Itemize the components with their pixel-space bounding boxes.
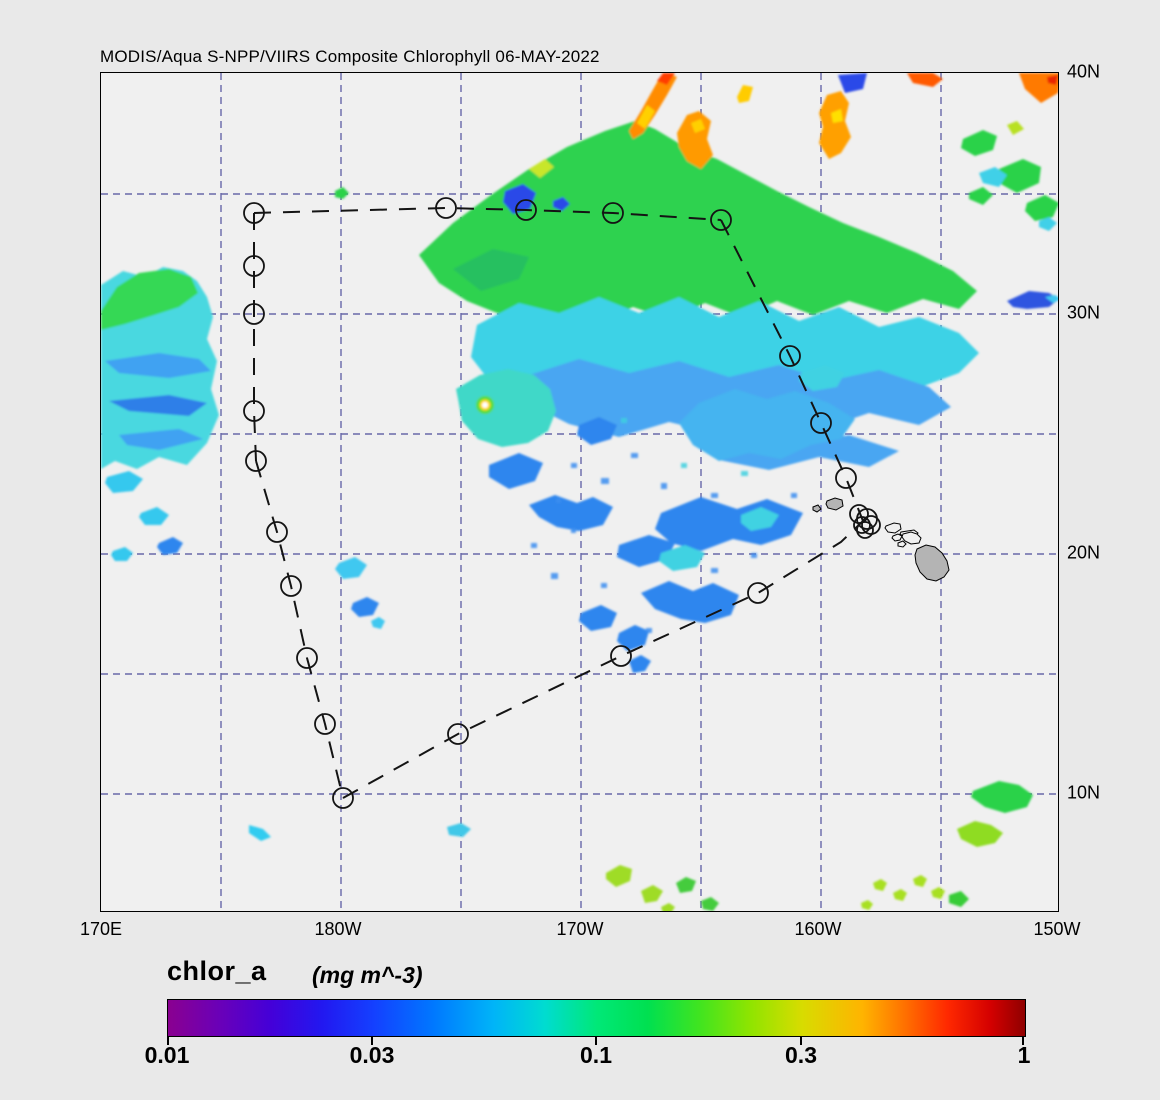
lat-label-40n: 40N — [1067, 61, 1101, 82]
track-waypoint-marker — [435, 197, 457, 219]
track-waypoint-marker — [853, 516, 871, 534]
map-plot-area — [100, 72, 1059, 912]
lon-label-150w: 150W — [1033, 919, 1081, 939]
lon-label-170e: 170E — [79, 919, 123, 939]
colorbar-gradient — [167, 999, 1026, 1037]
colorbar-tick — [1022, 1036, 1024, 1045]
track-waypoint-marker — [314, 713, 336, 735]
lon-label-160w: 160W — [794, 919, 842, 939]
hawaiian-islands — [812, 497, 950, 582]
colorbar-tick-label: 0.01 — [144, 1042, 190, 1068]
cruise-track — [243, 197, 881, 809]
lat-label-20n: 20N — [1067, 542, 1101, 563]
track-waypoint-marker — [610, 645, 632, 667]
track-waypoint-marker — [296, 647, 318, 669]
colorbar-tick-label: 0.03 — [349, 1042, 395, 1068]
track-waypoint-marker — [447, 723, 469, 745]
colorbar-tick — [371, 1036, 373, 1045]
track-waypoint-marker — [243, 202, 265, 224]
graticule-gridlines — [101, 73, 1058, 911]
track-waypoint-marker — [856, 521, 874, 539]
colorbar-units-label: (mg m^-3) — [312, 962, 423, 988]
track-waypoint-marker — [710, 209, 732, 231]
colorbar-tick — [800, 1036, 802, 1045]
track-segment — [255, 460, 344, 799]
lat-label-30n: 30N — [1067, 302, 1101, 323]
track-waypoint-marker — [849, 504, 869, 524]
track-waypoint-marker — [747, 582, 769, 604]
track-segment — [253, 206, 722, 221]
chlorophyll-field — [101, 73, 1058, 911]
track-waypoint-marker — [280, 575, 302, 597]
lon-label-180w: 180W — [314, 919, 362, 939]
track-waypoint-marker — [332, 787, 354, 809]
track-segment — [342, 520, 864, 799]
colorbar-tick-label: 1 — [1017, 1042, 1031, 1068]
track-waypoint-marker — [245, 450, 267, 472]
track-waypoint-marker — [835, 467, 857, 489]
track-waypoint-marker — [602, 202, 624, 224]
track-waypoint-marker — [266, 521, 288, 543]
track-waypoint-marker — [243, 303, 265, 325]
track-waypoint-marker — [243, 400, 265, 422]
colorbar-tick-label: 0.1 — [580, 1042, 612, 1068]
track-segment — [720, 219, 864, 522]
track-waypoint-marker — [243, 255, 265, 277]
track-waypoint-marker — [779, 345, 801, 367]
plot-title: MODIS/Aqua S-NPP/VIIRS Composite Chlorop… — [100, 47, 600, 66]
colorbar-tick — [167, 1036, 169, 1045]
map-canvas — [101, 73, 1058, 911]
track-waypoint-marker — [810, 412, 832, 434]
colorbar-variable-label: chlor_a — [167, 956, 267, 986]
track-segment — [253, 213, 257, 462]
lat-label-10n: 10N — [1067, 782, 1101, 803]
track-waypoint-marker — [515, 199, 537, 221]
colorbar-tick — [595, 1036, 597, 1045]
colorbar-tick-label: 0.3 — [785, 1042, 817, 1068]
lon-label-170w: 170W — [556, 919, 604, 939]
